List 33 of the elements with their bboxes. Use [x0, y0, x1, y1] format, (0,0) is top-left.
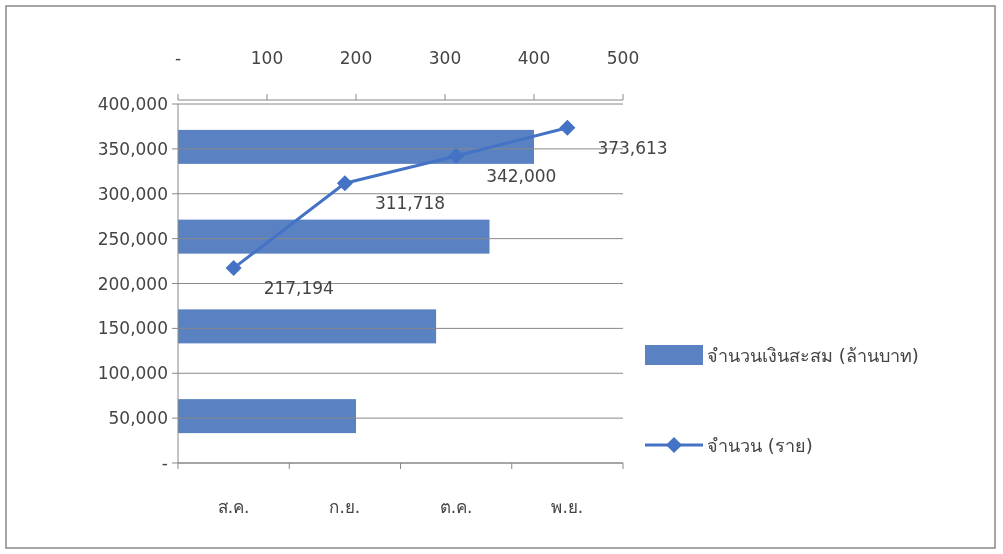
x2-tick-label: 500: [606, 48, 640, 68]
bar: [178, 129, 534, 164]
point: [559, 119, 576, 136]
legend-label: จำนวน (ราย): [707, 435, 813, 456]
x2-tick-label: -: [174, 48, 182, 68]
bar: [178, 219, 490, 254]
data-label: 311,718: [374, 193, 446, 214]
data-label: 217,194: [263, 278, 334, 299]
x-tick-label: พ.ย.: [551, 497, 584, 517]
y-tick-label: 250,000: [97, 228, 168, 249]
y-tick-label: 100,000: [97, 363, 168, 384]
bar: [178, 309, 437, 344]
y-tick-label: 300,000: [97, 183, 168, 204]
y-tick-label: 200,000: [97, 273, 168, 294]
point: [448, 148, 465, 165]
x-tick-label: ส.ค.: [217, 497, 250, 517]
x2-tick-label: 200: [339, 48, 373, 68]
bar: [178, 399, 356, 434]
y-tick-label: -: [161, 453, 168, 473]
point: [225, 260, 242, 277]
y-tick-label: 150,000: [97, 318, 168, 339]
x2-tick-label: 100: [250, 48, 284, 68]
data-label: 373,613: [597, 137, 668, 158]
y-tick-label: 350,000: [97, 138, 168, 159]
y-tick-label: 50,000: [108, 408, 168, 429]
x-tick-label: ก.ย.: [329, 497, 361, 517]
y-tick-label: 400,000: [97, 94, 168, 114]
x2-tick-label: 300: [428, 48, 462, 68]
legend-label: จำนวนเงินสะสม (ล้านบาท): [707, 345, 919, 366]
data-label: 342,000: [486, 166, 557, 187]
x-tick-label: ต.ค.: [439, 497, 473, 517]
point: [336, 175, 353, 192]
x2-tick-label: 400: [517, 48, 551, 68]
